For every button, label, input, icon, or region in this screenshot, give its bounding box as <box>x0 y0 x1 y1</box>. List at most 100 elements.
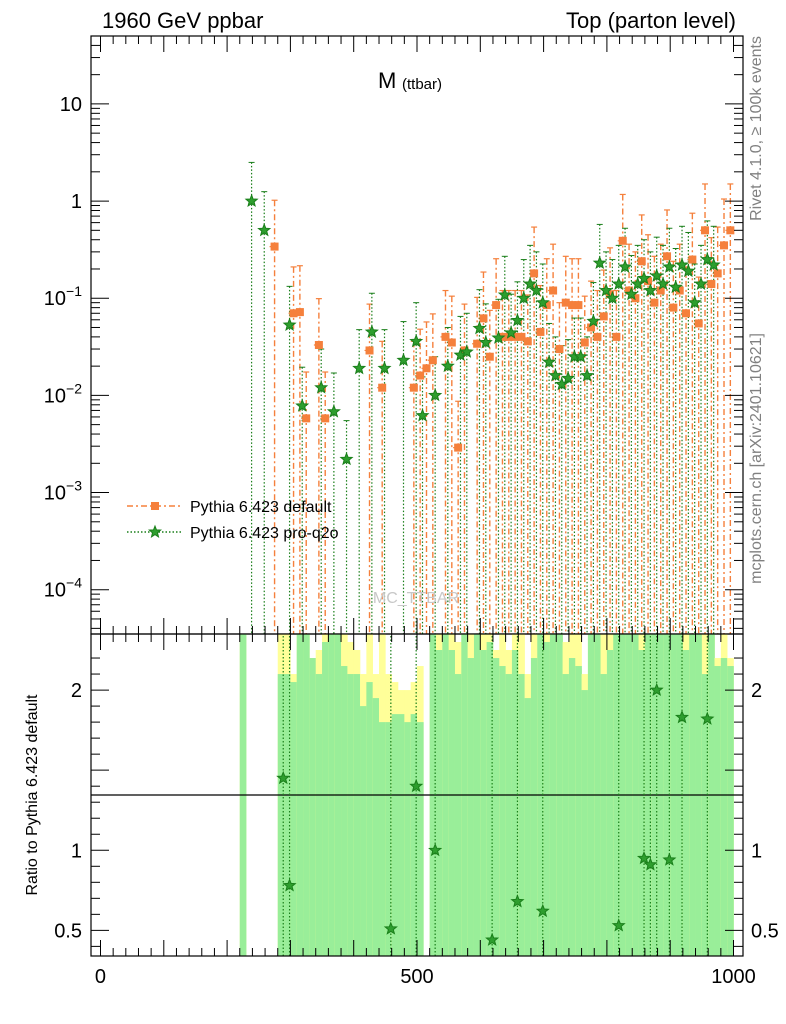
ratio-point-pro-q2o <box>535 903 550 918</box>
ratio-band-green <box>467 658 475 956</box>
data-point-default <box>549 286 558 295</box>
data-point-default <box>656 286 665 295</box>
x-tick-label: 1000 <box>711 966 756 988</box>
main-axes: 10−4 10−3 10−2 10−1 1 10 <box>44 35 743 634</box>
ratio-markers <box>276 682 715 946</box>
data-point-pro-q2o <box>282 317 297 332</box>
data-point-default <box>694 319 703 328</box>
ratio-band-green <box>410 714 418 956</box>
data-point-default <box>650 298 659 307</box>
ratio-band-green <box>454 674 462 956</box>
data-point-default <box>542 301 551 310</box>
data-point-default <box>587 323 596 332</box>
data-point-default <box>637 257 646 266</box>
ratio-band-green <box>322 642 329 956</box>
data-point-pro-q2o <box>580 368 595 382</box>
ratio-band-green <box>562 674 570 956</box>
data-point-default <box>378 383 387 392</box>
data-point-default <box>295 308 304 317</box>
data-point-default <box>416 371 425 380</box>
data-point-pro-q2o <box>586 313 601 328</box>
data-point-default <box>365 346 374 355</box>
ratio-point-pro-q2o <box>674 709 689 724</box>
data-point-pro-q2o <box>472 320 487 335</box>
data-point-pro-q2o <box>314 380 329 394</box>
data-point-pro-q2o <box>668 279 683 294</box>
ratio-band-green <box>379 722 386 956</box>
data-point-pro-q2o <box>605 290 620 305</box>
data-point-default <box>314 341 323 350</box>
y-tick-label: 10−1 <box>44 283 82 310</box>
data-point-default <box>580 338 589 347</box>
data-point-default <box>599 312 608 321</box>
data-point-default <box>561 298 570 307</box>
data-point-default <box>644 277 653 286</box>
data-point-default <box>688 255 697 264</box>
data-point-default <box>511 332 520 341</box>
ratio-band-green <box>486 642 494 956</box>
ratio-band-green <box>511 650 519 956</box>
data-point-pro-q2o <box>339 451 354 466</box>
ratio-band-green <box>600 674 608 956</box>
ratio-y-tick-label: 2 <box>71 680 82 702</box>
data-point-default <box>517 332 526 341</box>
ratio-point-pro-q2o <box>700 711 715 725</box>
data-point-default <box>289 309 298 318</box>
data-point-pro-q2o <box>491 330 506 344</box>
y-tick-label: 1 <box>71 191 82 213</box>
ratio-y-tick-label-right: 2 <box>751 680 762 702</box>
data-point-pro-q2o <box>295 398 310 412</box>
data-point-pro-q2o <box>700 252 715 266</box>
ratio-band-green <box>309 658 317 956</box>
plot-title: M (ttbar) <box>378 68 442 93</box>
ratio-band-green <box>290 682 298 956</box>
ratio-y-tick-label-right: 1 <box>751 840 762 862</box>
data-point-default <box>612 332 621 341</box>
data-point-pro-q2o <box>529 283 544 297</box>
ratio-y-axis-label: Ratio to Pythia 6.423 default <box>24 694 41 896</box>
data-point-default <box>530 269 539 278</box>
ratio-y-tick-label: 0.5 <box>54 920 82 942</box>
ratio-band-green <box>581 690 589 956</box>
ratio-band-green <box>277 674 285 956</box>
data-point-default <box>669 303 678 312</box>
ratio-band-green <box>385 722 392 956</box>
data-point-default <box>270 242 279 251</box>
ratio-band-green <box>568 658 576 956</box>
ratio-band-green <box>499 666 506 956</box>
data-point-pro-q2o <box>655 276 670 291</box>
ratio-point-pro-q2o <box>276 770 291 785</box>
data-point-default <box>422 364 431 373</box>
data-point-default <box>631 294 640 303</box>
ratio-point-pro-q2o <box>649 682 664 696</box>
legend-marker-default <box>151 502 159 510</box>
ratio-band-green <box>448 650 456 956</box>
data-point-pro-q2o <box>636 271 652 285</box>
data-point-pro-q2o <box>497 287 512 301</box>
markers-group <box>244 193 735 466</box>
data-point-pro-q2o <box>542 354 557 369</box>
data-point-pro-q2o <box>523 276 538 291</box>
legend-marker-pro-q2o <box>148 524 162 539</box>
data-point-pro-q2o <box>504 325 519 339</box>
x-tick-label: 500 <box>400 966 433 988</box>
legend-label-default: Pythia 6.423 default <box>190 499 332 516</box>
data-point-pro-q2o <box>440 358 455 373</box>
data-point-pro-q2o <box>548 368 563 382</box>
ratio-band-green <box>720 658 728 956</box>
data-point-pro-q2o <box>611 276 626 291</box>
ratio-band-green <box>701 674 709 956</box>
ratio-point-pro-q2o <box>409 778 424 793</box>
data-point-pro-q2o <box>326 404 341 418</box>
data-point-pro-q2o <box>592 255 607 270</box>
data-point-default <box>409 383 418 392</box>
ratio-band-green <box>543 642 551 956</box>
data-point-default <box>574 301 583 310</box>
ratio-band-green <box>492 658 500 956</box>
data-point-default <box>302 414 311 423</box>
ratio-band-green <box>518 674 525 956</box>
ratio-band-green <box>480 650 487 956</box>
x-tick-label: 0 <box>95 966 106 988</box>
ratio-band-green <box>315 674 323 956</box>
legend: Pythia 6.423 default Pythia 6.423 pro-q2o <box>127 499 339 542</box>
